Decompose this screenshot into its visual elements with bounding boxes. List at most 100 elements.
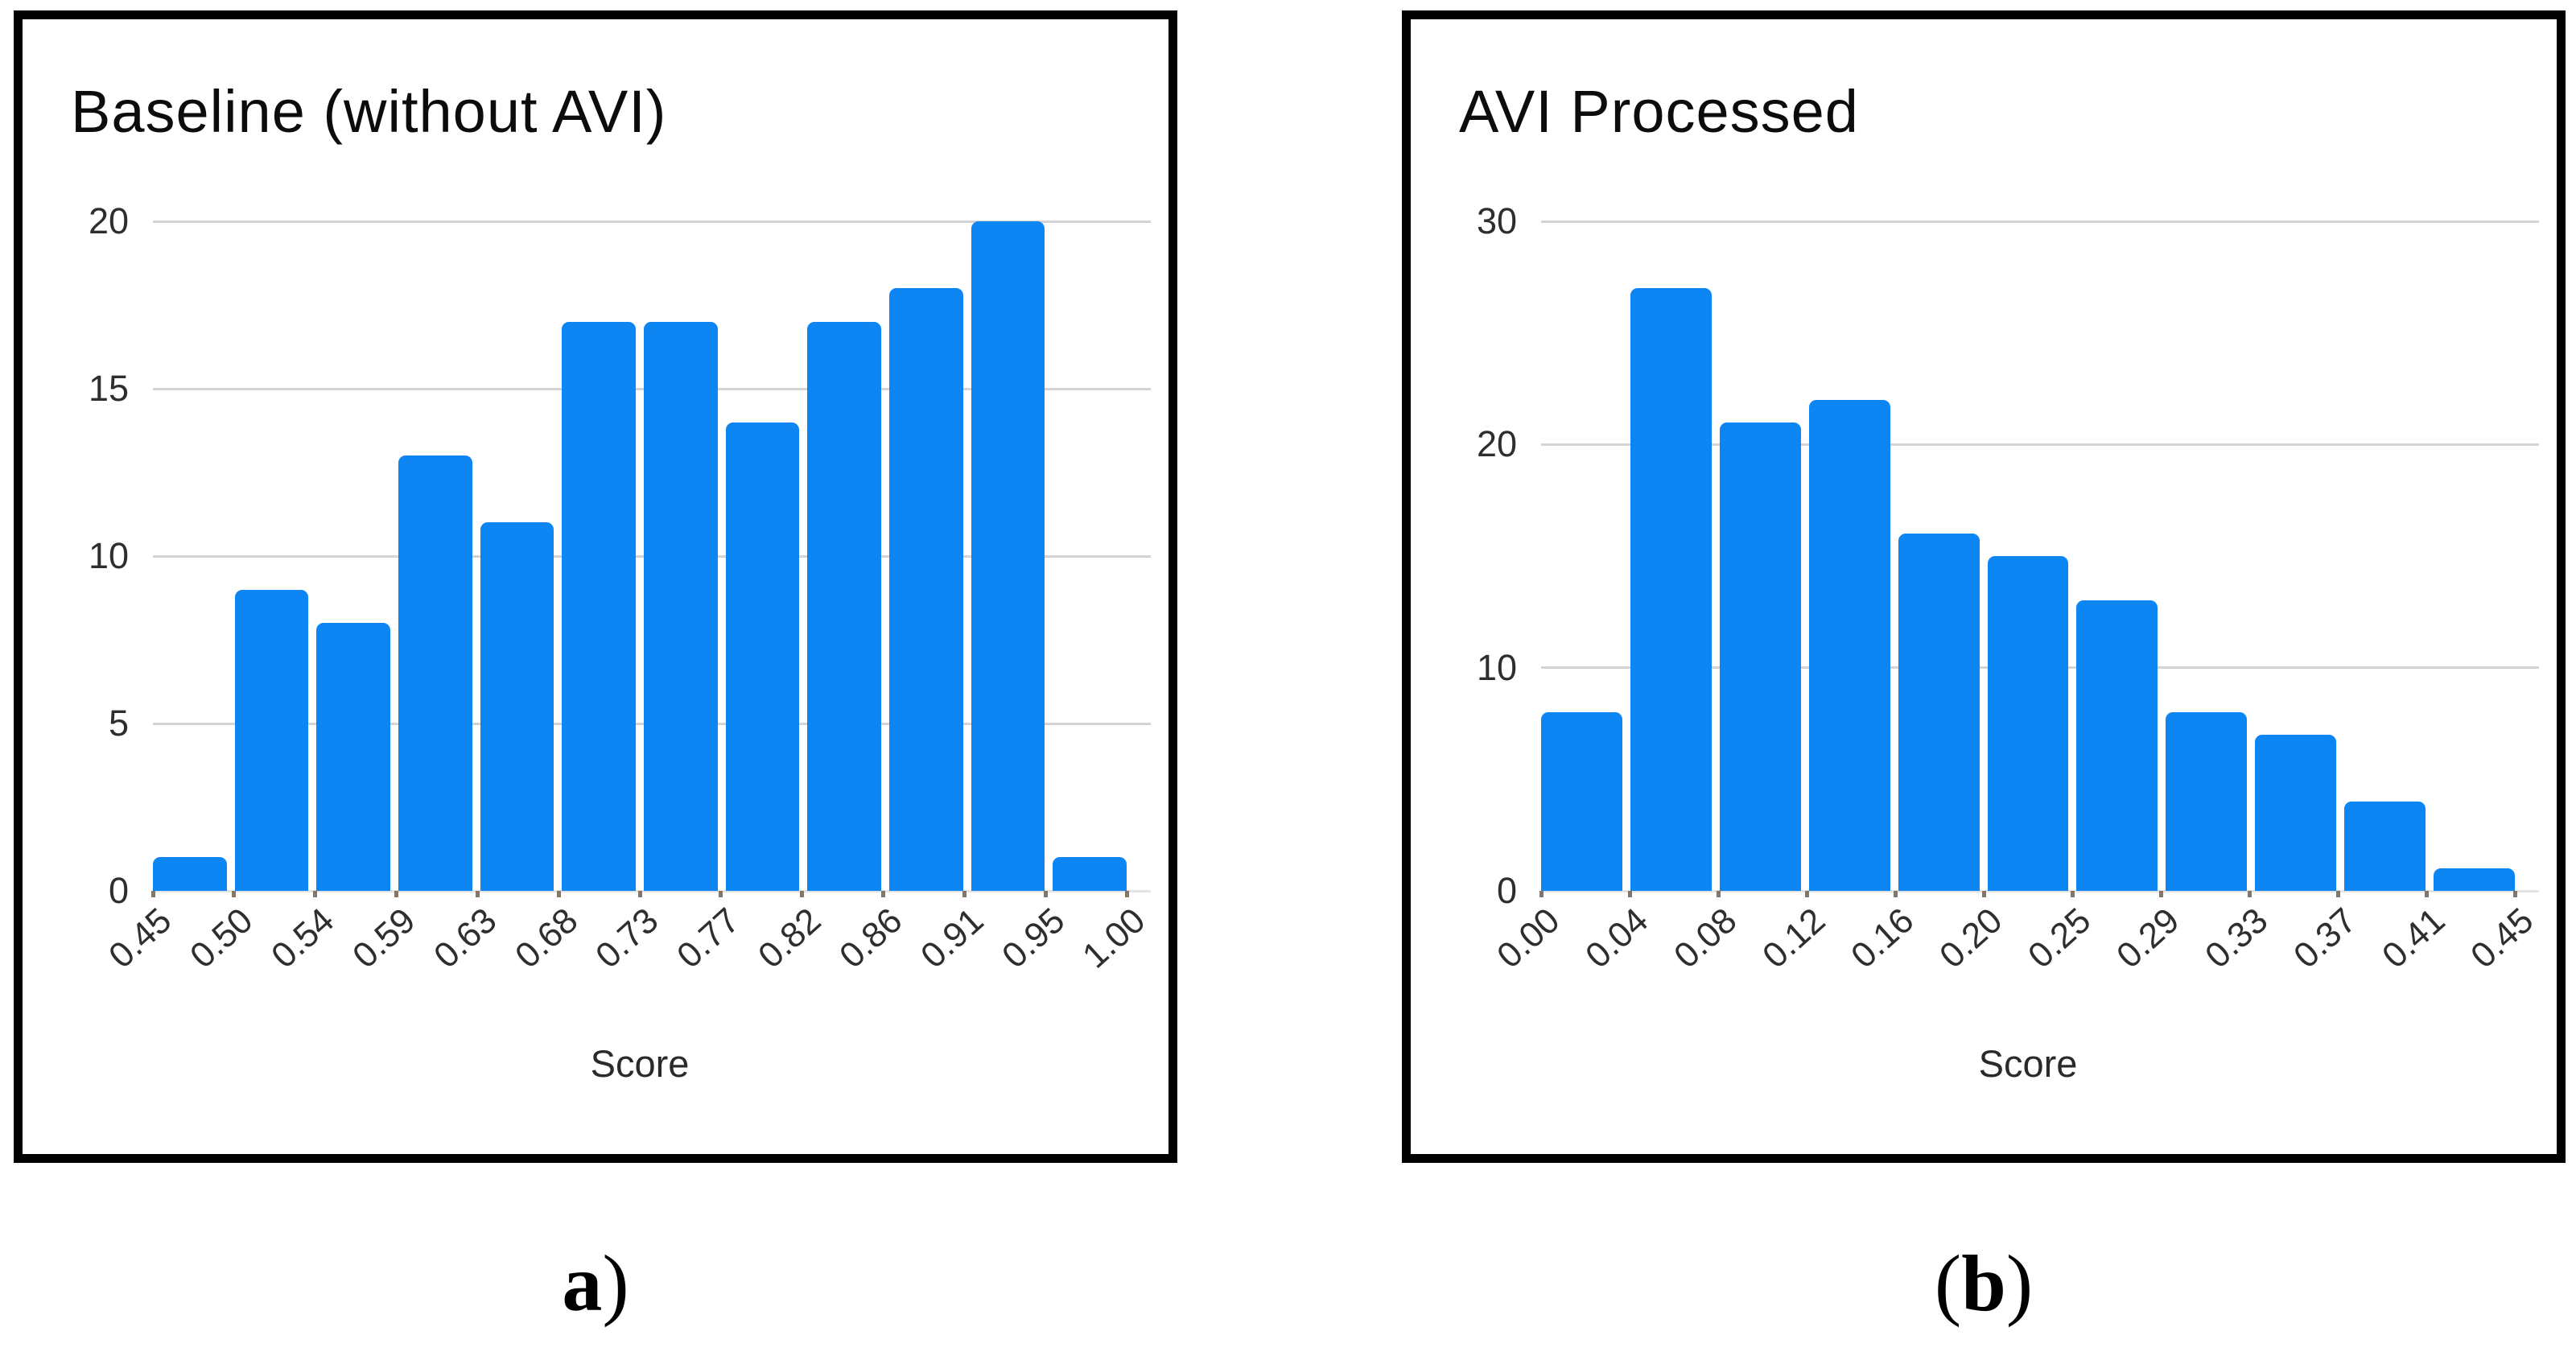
- x-tick-mark: [475, 891, 480, 897]
- histogram-bar: [234, 589, 309, 891]
- x-tick-mark: [313, 891, 318, 897]
- plot-area: 0.45 0.50 0.54 0.59 0.63 0.68 0.73 0.77 0.82 0.86…: [101, 220, 1153, 976]
- x-tick-mark: [2247, 891, 2252, 897]
- y-tick-label: 20: [88, 200, 129, 241]
- histogram-bar: [889, 288, 963, 891]
- x-tick-mark: [637, 891, 642, 897]
- histogram-bar: [2255, 734, 2337, 891]
- x-labels: 0.45 0.50 0.54 0.59 0.63 0.68 0.73 0.77 0.82 0.86…: [101, 901, 1152, 1013]
- histogram-bar: [480, 522, 554, 891]
- y-tick-label: 15: [88, 368, 129, 409]
- y-tick-label: 20: [1476, 423, 1517, 465]
- panel-avi-processed-chart: AVI Processed 0 10 20 30 0.00 0.04 0.08 0.12 0.…: [1402, 10, 2566, 1163]
- gridline: [1541, 220, 2539, 223]
- caption-a-letter: a: [562, 1239, 603, 1328]
- x-tick-label: 0.41: [2375, 901, 2453, 976]
- y-tick-label: 5: [108, 703, 129, 744]
- x-tick-label: 0.77: [670, 901, 748, 976]
- histogram-bar: [1898, 534, 1980, 891]
- histogram-bar: [1808, 399, 1890, 891]
- histogram-bar: [1987, 556, 2069, 891]
- panel-baseline-chart: Baseline (without AVI) 0 5 10 15 20 0.45 0.50…: [14, 10, 1177, 1163]
- x-labels: 0.00 0.04 0.08 0.12 0.16 0.20 0.25 0.29 0.33 0.37…: [1490, 901, 2541, 1013]
- histogram-bar: [2166, 712, 2248, 891]
- x-tick-label: 0.16: [1844, 901, 1922, 976]
- histogram-bar: [316, 623, 391, 891]
- histogram-bar: [1053, 857, 1127, 891]
- x-tick-label: 0.59: [344, 901, 423, 976]
- chart-title: Baseline (without AVI): [71, 78, 667, 145]
- caption-b-post: ): [2005, 1239, 2034, 1328]
- gridline: [153, 220, 1151, 223]
- y-tick-label: 10: [1476, 646, 1517, 688]
- x-tick-mark: [394, 891, 398, 897]
- caption-b: (b): [1402, 1237, 2566, 1329]
- x-tick-label: 0.29: [2109, 901, 2187, 976]
- x-tick-mark: [962, 891, 967, 897]
- x-tick-label: 0.25: [2021, 901, 2099, 976]
- caption-b-pre: (: [1934, 1239, 1962, 1328]
- x-tick-mark: [1893, 891, 1898, 897]
- y-tick-label: 0: [1496, 870, 1517, 911]
- gridline: [1541, 443, 2539, 446]
- x-tick-mark: [1981, 891, 1986, 897]
- y-tick-label: 0: [108, 870, 129, 911]
- x-tick-label: 0.08: [1667, 901, 1745, 976]
- x-tick-mark: [150, 891, 155, 897]
- y-axis: 0 5 10 15 20: [23, 200, 129, 911]
- histogram-bar: [153, 857, 227, 891]
- y-tick-label: 30: [1476, 200, 1517, 241]
- caption-a: a): [14, 1237, 1177, 1329]
- plot-inner: 0.00 0.04 0.08 0.12 0.16 0.20 0.25 0.29 0.33 0.37…: [1490, 221, 2541, 976]
- x-tick-mark: [2424, 891, 2429, 897]
- x-tick-label: 0.00: [1490, 901, 1568, 976]
- histogram-bar: [1719, 422, 1801, 891]
- y-tick-label: 10: [88, 535, 129, 576]
- x-tick-mark: [2070, 891, 2075, 897]
- histogram-bar: [725, 422, 800, 891]
- histogram-bar: [1630, 288, 1712, 891]
- x-axis-title: Score: [590, 1042, 690, 1085]
- caption-b-letter: b: [1961, 1239, 2006, 1328]
- x-tick-mark: [2512, 891, 2517, 897]
- histogram-bar: [644, 321, 718, 891]
- x-tick-label: 0.91: [913, 901, 991, 976]
- x-tick-label: 0.50: [183, 901, 261, 976]
- x-tick-label: 0.45: [2463, 901, 2541, 976]
- x-tick-label: 0.33: [2198, 901, 2276, 976]
- x-axis-title: Score: [1978, 1042, 2078, 1085]
- y-axis: 0 10 20 30: [1411, 200, 1517, 911]
- histogram-bar: [1541, 712, 1622, 891]
- x-tick-mark: [1804, 891, 1809, 897]
- x-tick-label: 0.45: [101, 901, 179, 976]
- histogram-bar: [2434, 868, 2515, 891]
- x-tick-label: 0.37: [2286, 901, 2364, 976]
- plot-inner: 0.45 0.50 0.54 0.59 0.63 0.68 0.73 0.77 0.82 0.86…: [101, 221, 1153, 976]
- histogram-bar: [398, 455, 472, 891]
- caption-a-post: ): [602, 1239, 629, 1328]
- x-tick-mark: [1539, 891, 1544, 897]
- x-tick-mark: [1627, 891, 1632, 897]
- bars: [1541, 221, 2515, 891]
- x-tick-mark: [1043, 891, 1048, 897]
- x-tick-label: 0.12: [1755, 901, 1833, 976]
- x-ticks: [150, 891, 1129, 899]
- x-tick-mark: [2158, 891, 2163, 897]
- x-tick-label: 0.68: [507, 901, 585, 976]
- x-tick-mark: [1124, 891, 1129, 897]
- x-tick-label: 0.95: [994, 901, 1072, 976]
- histogram-bar: [2076, 600, 2158, 891]
- x-tick-mark: [719, 891, 723, 897]
- x-tick-label: 0.20: [1932, 901, 2010, 976]
- chart-title: AVI Processed: [1459, 78, 1859, 145]
- x-tick-mark: [800, 891, 805, 897]
- x-tick-label: 0.54: [264, 901, 342, 976]
- bars: [153, 221, 1127, 891]
- x-tick-label: 0.63: [426, 901, 505, 976]
- histogram-bar: [807, 321, 882, 891]
- x-tick-label: 0.04: [1578, 901, 1656, 976]
- gridline: [153, 889, 1151, 892]
- x-tick-label: 1.00: [1075, 901, 1153, 976]
- x-tick-mark: [2335, 891, 2340, 897]
- x-tick-mark: [1716, 891, 1721, 897]
